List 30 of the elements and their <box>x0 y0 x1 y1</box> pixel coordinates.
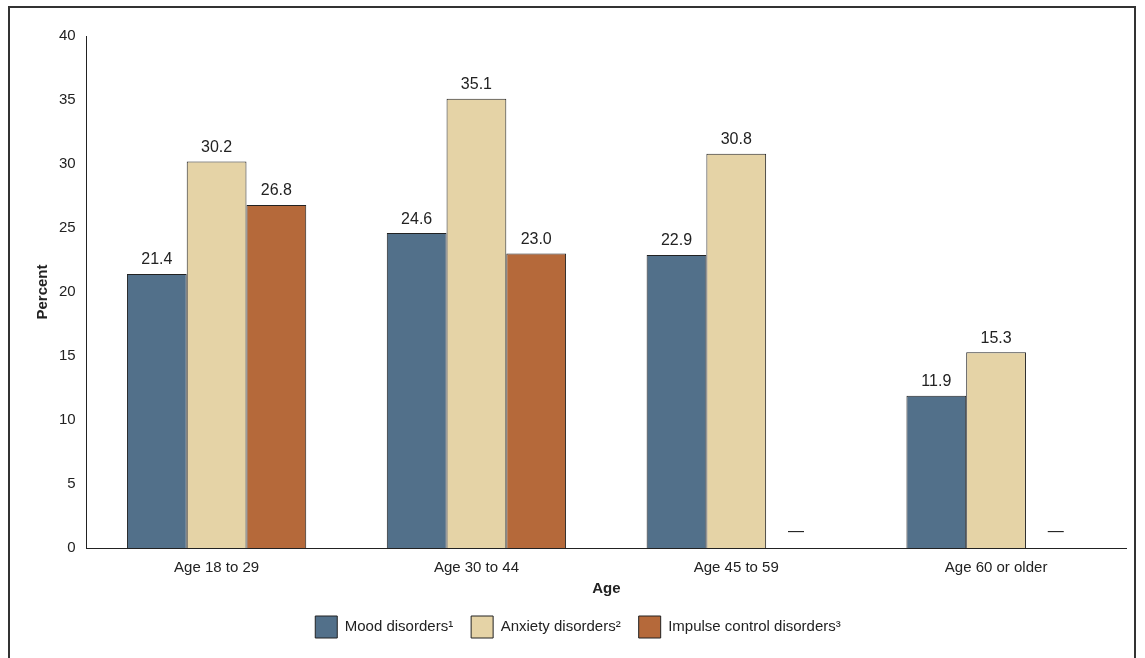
data-label: 11.9 <box>921 372 952 390</box>
y-tick-label: 10 <box>59 410 76 428</box>
data-label: 21.4 <box>141 250 173 268</box>
y-tick-label: 0 <box>67 538 76 556</box>
data-label: 22.9 <box>660 231 693 249</box>
y-tick-label: 15 <box>59 346 76 364</box>
data-label: 23.0 <box>520 230 552 248</box>
legend-label: Anxiety disorders² <box>500 617 621 635</box>
data-label: 30.8 <box>720 130 752 148</box>
x-axis-title: Age <box>592 579 621 597</box>
data-label: 35.1 <box>460 75 493 93</box>
y-tick-label: 30 <box>59 154 76 172</box>
data-label: 26.8 <box>260 181 293 199</box>
text: — <box>788 522 805 540</box>
y-tick-label: 25 <box>59 218 76 236</box>
y-tick-label: 35 <box>59 90 76 108</box>
x-tick-label: Age 60 or older <box>944 558 1048 576</box>
legend-label: Mood disorders¹ <box>344 617 454 635</box>
y-axis-title: Percent <box>33 264 51 320</box>
x-tick-label: Age 45 to 59 <box>693 558 779 576</box>
y-tick-label: 5 <box>67 474 76 492</box>
y-tick-label: 40 <box>59 26 76 44</box>
x-tick-label: Age 18 to 29 <box>174 558 260 576</box>
legend-label: Impulse control disorders³ <box>668 617 841 635</box>
data-label: 30.2 <box>201 137 233 155</box>
y-tick-label: 20 <box>59 282 76 300</box>
data-label: 24.6 <box>401 209 433 227</box>
text: — <box>1047 522 1064 540</box>
data-label: 15.3 <box>980 328 1012 346</box>
x-tick-label: Age 30 to 44 <box>433 558 519 576</box>
